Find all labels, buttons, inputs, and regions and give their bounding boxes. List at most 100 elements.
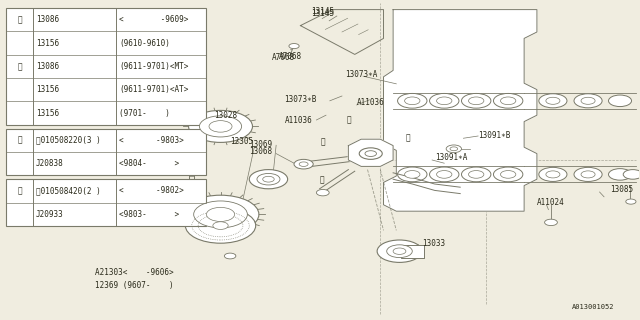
Text: ①: ① [406, 134, 410, 143]
Text: 12369 (9607-    ): 12369 (9607- ) [95, 281, 173, 290]
Text: Ⓑ010508220(3 ): Ⓑ010508220(3 ) [36, 136, 100, 145]
Circle shape [574, 94, 602, 108]
Circle shape [182, 195, 259, 234]
Bar [401, 245, 424, 258]
Polygon shape [348, 139, 393, 166]
Circle shape [186, 208, 255, 243]
Text: 13073∗A: 13073∗A [345, 70, 378, 79]
Text: J20838: J20838 [36, 159, 63, 168]
Circle shape [436, 171, 452, 178]
Text: 13145: 13145 [310, 9, 334, 18]
Text: 13091∗A: 13091∗A [435, 153, 467, 162]
Circle shape [299, 162, 308, 166]
Circle shape [609, 169, 632, 180]
Text: A7068: A7068 [279, 52, 303, 60]
Circle shape [468, 97, 484, 105]
Text: ①: ① [17, 15, 22, 24]
Text: 12305: 12305 [230, 137, 253, 146]
Circle shape [262, 176, 274, 182]
Text: (9701-    ): (9701- ) [119, 108, 170, 118]
Text: 13086: 13086 [36, 62, 59, 71]
Text: 13033: 13033 [422, 239, 445, 248]
Text: A11036: A11036 [356, 98, 385, 107]
Text: (9610-9610): (9610-9610) [119, 38, 170, 48]
Circle shape [461, 93, 491, 108]
Circle shape [539, 94, 567, 108]
Circle shape [493, 93, 523, 108]
Text: A11024: A11024 [537, 198, 564, 207]
Polygon shape [383, 10, 537, 211]
Circle shape [213, 222, 228, 229]
Text: 13073∗B: 13073∗B [284, 95, 317, 104]
Text: 13069: 13069 [250, 140, 273, 149]
Circle shape [189, 110, 253, 142]
Text: ③: ③ [17, 186, 22, 196]
Circle shape [200, 116, 242, 137]
Text: 13156: 13156 [36, 108, 59, 118]
Circle shape [461, 167, 491, 182]
Circle shape [397, 167, 427, 182]
Circle shape [623, 170, 640, 179]
Circle shape [225, 253, 236, 259]
Circle shape [609, 95, 632, 107]
Text: 13086: 13086 [36, 15, 59, 24]
Text: A11036: A11036 [284, 116, 312, 124]
Text: ②: ② [17, 136, 22, 145]
Circle shape [359, 148, 382, 159]
Circle shape [545, 219, 557, 226]
Circle shape [294, 159, 313, 169]
Circle shape [316, 189, 329, 196]
Circle shape [581, 97, 595, 104]
Circle shape [393, 248, 406, 254]
Text: 13068: 13068 [250, 147, 273, 156]
Bar [6, 8, 206, 125]
Text: (9611-9701)<AT>: (9611-9701)<AT> [119, 85, 188, 94]
Circle shape [546, 97, 560, 104]
Text: ②: ② [319, 175, 324, 184]
Text: J20933: J20933 [36, 210, 63, 219]
Text: ①: ① [17, 62, 22, 71]
Text: 13145: 13145 [311, 7, 335, 16]
Circle shape [404, 171, 420, 178]
Circle shape [546, 171, 560, 178]
Text: 13028: 13028 [214, 111, 237, 120]
Circle shape [207, 207, 235, 221]
Circle shape [387, 245, 412, 258]
Bar [6, 129, 206, 175]
Text: 13156: 13156 [36, 38, 59, 48]
Circle shape [500, 97, 516, 105]
Circle shape [468, 171, 484, 178]
Circle shape [539, 167, 567, 181]
Text: <9803-      >: <9803- > [119, 210, 179, 219]
Text: ③: ③ [346, 116, 351, 124]
Text: <       -9802>: < -9802> [119, 186, 184, 196]
Circle shape [436, 97, 452, 105]
Circle shape [377, 240, 422, 262]
Circle shape [289, 44, 299, 49]
Circle shape [429, 93, 459, 108]
Text: A7068: A7068 [272, 53, 296, 62]
Circle shape [365, 151, 376, 156]
Circle shape [574, 167, 602, 181]
Circle shape [493, 167, 523, 182]
Circle shape [194, 201, 248, 228]
Text: <9804-      >: <9804- > [119, 159, 179, 168]
Circle shape [581, 171, 595, 178]
Circle shape [626, 199, 636, 204]
Text: Ⓑ010508420(2 ): Ⓑ010508420(2 ) [36, 186, 100, 196]
Text: 13156: 13156 [36, 85, 59, 94]
Circle shape [209, 121, 232, 132]
Circle shape [429, 167, 459, 182]
Text: A21303<    -9606>: A21303< -9606> [95, 268, 173, 277]
Text: <        -9609>: < -9609> [119, 15, 188, 24]
Text: ②: ② [321, 137, 326, 146]
Circle shape [500, 171, 516, 178]
Text: 13085: 13085 [611, 185, 634, 194]
Circle shape [446, 145, 461, 153]
Text: A013001052: A013001052 [572, 304, 614, 309]
Text: <       -9803>: < -9803> [119, 136, 184, 145]
Circle shape [250, 170, 287, 189]
Circle shape [397, 93, 427, 108]
Circle shape [257, 173, 280, 185]
Circle shape [404, 97, 420, 105]
